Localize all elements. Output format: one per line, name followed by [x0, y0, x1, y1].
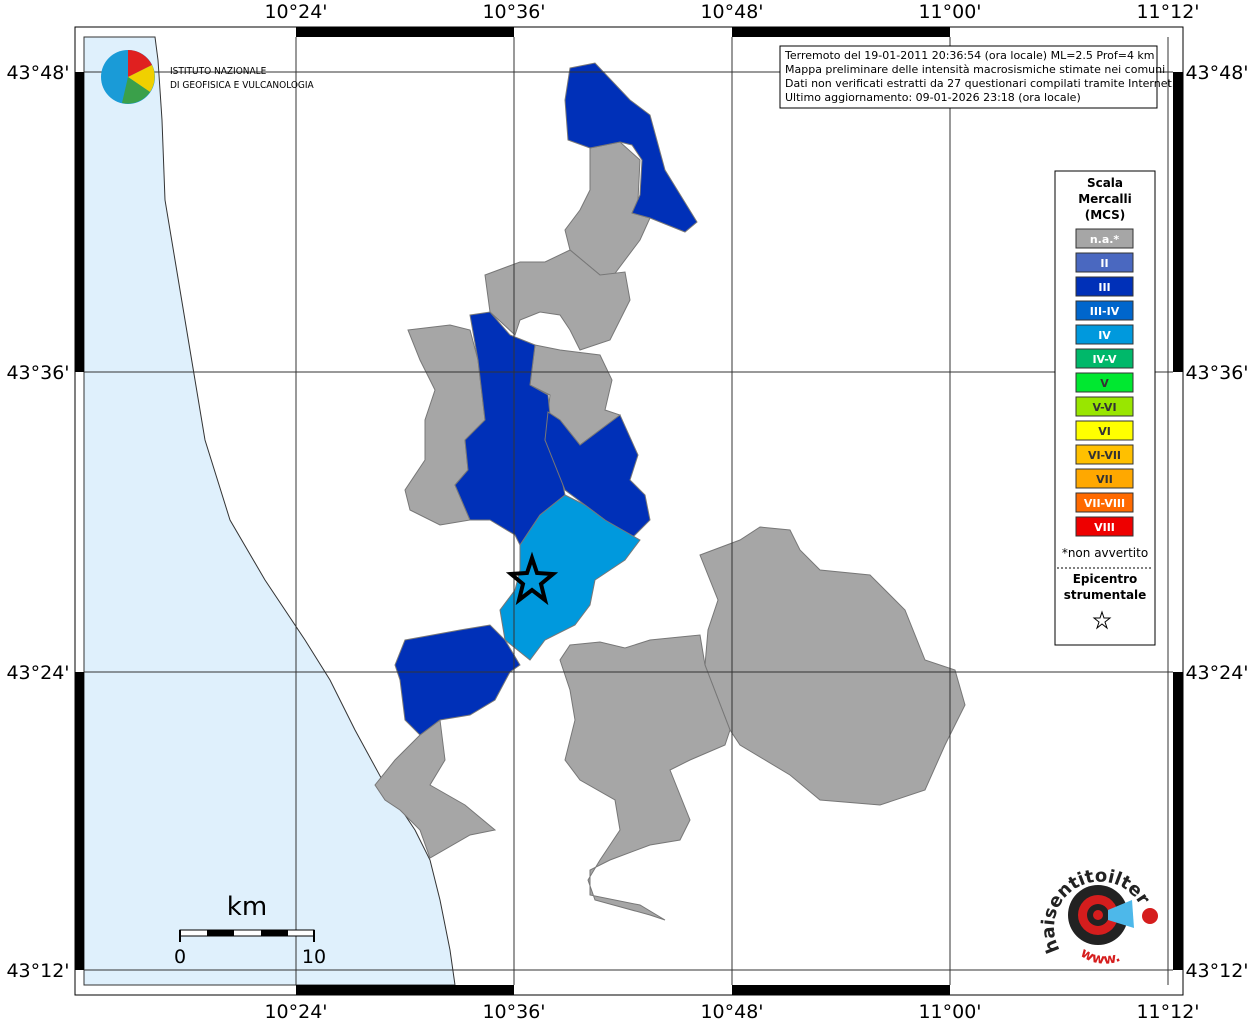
lon-label: 10°36'	[482, 1, 545, 23]
scale-end: 10	[302, 946, 326, 968]
logo-line: ISTITUTO NAZIONALE	[170, 66, 267, 77]
legend-swatch	[1075, 372, 1134, 393]
legend-label: IV-V	[1092, 353, 1117, 366]
legend-epicentre: Epicentro	[1073, 572, 1138, 586]
frame-band	[75, 72, 84, 372]
legend-swatch	[1075, 300, 1134, 321]
lat-label: 43°12'	[6, 960, 69, 982]
legend-label: VI-VII	[1088, 449, 1121, 462]
legend-label: V	[1100, 377, 1109, 390]
legend-label: VI	[1098, 425, 1111, 438]
frame-band	[296, 985, 514, 995]
sea	[83, 36, 456, 986]
lon-label: 10°24'	[264, 1, 327, 23]
legend-star	[1092, 610, 1112, 630]
lon-label: 10°48'	[700, 1, 763, 23]
lon-label: 10°36'	[482, 1001, 545, 1023]
frame-bands	[75, 27, 1183, 995]
frame-band	[1173, 672, 1183, 970]
legend-swatch	[1075, 396, 1134, 417]
lon-label: 11°12'	[1136, 1, 1199, 23]
lat-label: 43°36'	[6, 362, 69, 384]
lat-label: 43°48'	[1185, 62, 1248, 84]
graticule	[84, 37, 1173, 985]
frame-band	[1173, 72, 1183, 372]
legend-swatch	[1075, 444, 1134, 465]
info-line: Ultimo aggiornamento: 09-01-2026 23:18 (…	[785, 91, 1081, 104]
frame-band	[732, 985, 950, 995]
scale-unit: km	[227, 892, 267, 922]
legend-label: II	[1100, 257, 1108, 270]
legend-label: IV	[1098, 329, 1111, 342]
frame-band	[732, 27, 950, 37]
municipalities	[374, 62, 966, 921]
info-line: Terremoto del 19-01-2011 20:36:54 (ora l…	[784, 49, 1155, 62]
legend: ScalaMercalli(MCS)n.a.*IIIIIIII-IVIVIV-V…	[1057, 176, 1153, 630]
legend-swatch	[1075, 468, 1134, 489]
legend-label: VII	[1096, 473, 1113, 486]
lat-label: 43°12'	[1185, 960, 1248, 982]
legend-swatch	[1075, 252, 1134, 273]
legend-footnote: *non avvertito	[1062, 546, 1148, 560]
legend-swatch	[1075, 276, 1134, 297]
info-text: Terremoto del 19-01-2011 20:36:54 (ora l…	[784, 49, 1175, 104]
lat-label: 43°24'	[6, 662, 69, 684]
legend-swatch	[1075, 228, 1134, 249]
legend-epicentre: strumentale	[1064, 588, 1147, 602]
legend-swatch	[1075, 492, 1134, 513]
lon-label: 11°12'	[1136, 1001, 1199, 1023]
legend-swatch	[1075, 324, 1134, 345]
legend-title: Mercalli	[1078, 192, 1132, 206]
legend-label: VII-VIII	[1084, 497, 1125, 510]
scale-bar: km 0 10	[174, 892, 326, 968]
legend-label: III-IV	[1090, 305, 1120, 318]
legend-label: n.a.*	[1090, 233, 1120, 246]
lon-label: 10°24'	[264, 1001, 327, 1023]
info-line: Dati non verificati estratti da 27 quest…	[785, 77, 1175, 90]
frame-band	[75, 672, 84, 970]
legend-title: (MCS)	[1085, 208, 1126, 222]
logo-line: DI GEOFISICA E VULCANOLOGIA	[170, 80, 315, 91]
lat-label: 43°36'	[1185, 362, 1248, 384]
legend-swatch	[1075, 516, 1134, 537]
lon-label: 11°00'	[918, 1001, 981, 1023]
legend-label: VIII	[1094, 521, 1115, 534]
legend-title: Scala	[1087, 176, 1123, 190]
lat-label: 43°48'	[6, 62, 69, 84]
ingv-logo: ISTITUTO NAZIONALE DI GEOFISICA E VULCAN…	[101, 50, 315, 104]
frame-band	[296, 27, 514, 37]
legend-label: III	[1098, 281, 1110, 294]
lat-label: 43°24'	[1185, 662, 1248, 684]
lon-label: 11°00'	[918, 1, 981, 23]
lon-label: 10°48'	[700, 1001, 763, 1023]
scale-start: 0	[174, 946, 186, 968]
info-box	[779, 45, 1158, 109]
epicentre-star	[505, 551, 559, 606]
legend-swatch	[1075, 420, 1134, 441]
legend-label: V-VI	[1092, 401, 1116, 414]
legend-swatch	[1075, 348, 1134, 369]
info-line: Mappa preliminare delle intensità macros…	[785, 63, 1165, 76]
